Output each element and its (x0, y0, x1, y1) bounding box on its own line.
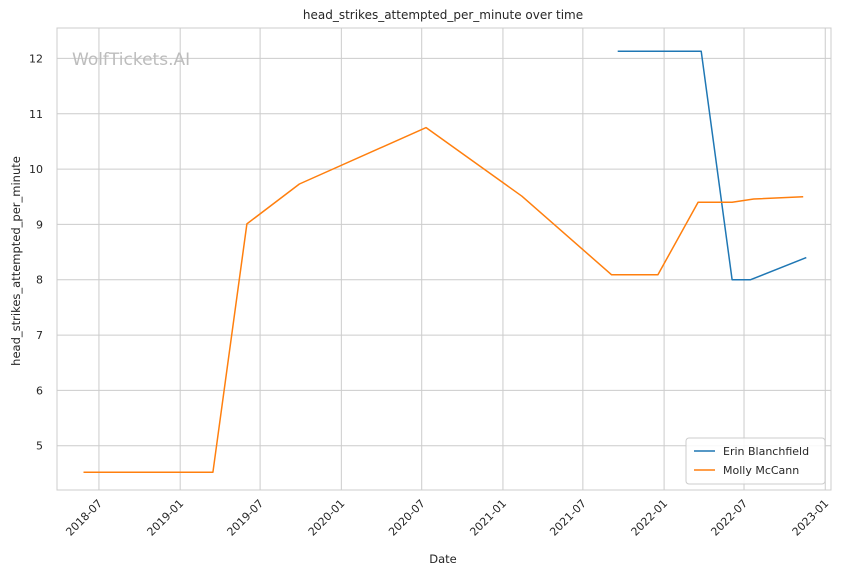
chart-title: head_strikes_attempted_per_minute over t… (303, 8, 583, 22)
y-axis-title: head_strikes_attempted_per_minute (9, 156, 23, 366)
y-tick-label: 11 (29, 108, 43, 121)
y-tick-label: 6 (36, 384, 43, 397)
x-tick-label: 2021-01 (467, 497, 509, 539)
x-tick-label: 2020-01 (306, 497, 348, 539)
y-tick-label: 9 (36, 218, 43, 231)
x-tick-label: 2022-07 (708, 497, 750, 539)
y-tick-label: 5 (36, 440, 43, 453)
plot-frame (56, 27, 832, 491)
legend-box (685, 437, 826, 485)
grid (57, 28, 831, 490)
legend-label: Erin Blanchfield (723, 445, 809, 458)
y-axis: 5 6 7 8 9 10 11 12 (29, 52, 43, 452)
x-tick-label: 2022-01 (629, 497, 671, 539)
x-tick-label: 2021-07 (547, 497, 589, 539)
x-axis: 2018-07 2019-01 2019-07 2020-01 2020-07 2021-… (63, 497, 831, 539)
x-tick-label: 2019-07 (225, 497, 267, 539)
x-tick-label: 2023-01 (790, 497, 832, 539)
y-tick-label: 12 (29, 52, 43, 65)
x-tick-label: 2018-07 (63, 497, 105, 539)
y-tick-label: 7 (36, 329, 43, 342)
legend-label: Molly McCann (723, 464, 799, 477)
series-layer (83, 50, 807, 474)
y-tick-label: 10 (29, 163, 43, 176)
legend: Erin Blanchfield Molly McCann (685, 437, 826, 485)
x-axis-title: Date (429, 552, 457, 566)
series-line-molly-mccann (83, 126, 804, 474)
x-tick-label: 2020-07 (386, 497, 428, 539)
y-tick-label: 8 (36, 274, 43, 287)
x-tick-label: 2019-01 (145, 497, 187, 539)
watermark-text: WolfTickets.AI (72, 50, 190, 70)
series-line-erin-blanchfield (617, 50, 807, 281)
